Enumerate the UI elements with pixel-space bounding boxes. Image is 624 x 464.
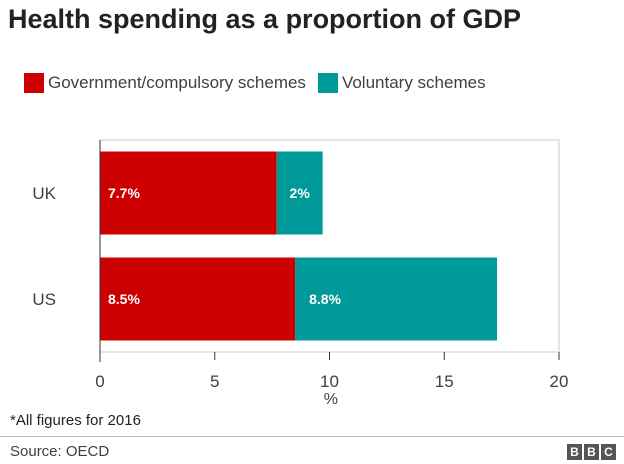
data-label: 2% [290,185,311,201]
data-label: 8.8% [309,291,341,307]
x-tick-label: 0 [95,372,104,391]
source-note: Source: OECD [10,443,110,460]
legend-item-government: Government/compulsory schemes [24,73,306,93]
chart-title: Health spending as a proportion of GDP [8,4,522,34]
x-tick-label: 15 [435,372,454,391]
legend-item-voluntary: Voluntary schemes [317,73,486,93]
bar-uk-voluntary [276,151,323,235]
category-label-uk: UK [32,184,56,203]
x-tick-label: 10 [320,372,339,391]
x-tick-label: 20 [550,372,569,391]
x-axis-label: % [324,391,338,408]
legend: Government/compulsory schemes Voluntary … [24,72,498,94]
bar-chart: 7.7% 2% UK 8.5% 8.8% US 0 5 10 15 20% [32,139,569,408]
legend-label-government: Government/compulsory schemes [48,73,306,92]
legend-swatch-government [24,73,44,93]
data-label: 8.5% [108,291,140,307]
category-label-us: US [32,290,56,309]
x-tick-label: 5 [210,372,219,391]
bbc-logo-letter: B [584,444,599,460]
footer-divider [0,436,624,437]
bbc-logo: B B C [565,444,616,460]
bbc-logo-letter: B [567,444,582,460]
bar-uk-government [100,151,277,235]
bar-us-government [100,257,296,341]
bbc-logo-letter: C [601,444,616,460]
bar-us-voluntary [295,257,498,341]
legend-label-voluntary: Voluntary schemes [341,73,486,92]
data-label: 7.7% [108,185,140,201]
legend-swatch-voluntary [317,73,338,93]
footnote: *All figures for 2016 [10,412,141,429]
